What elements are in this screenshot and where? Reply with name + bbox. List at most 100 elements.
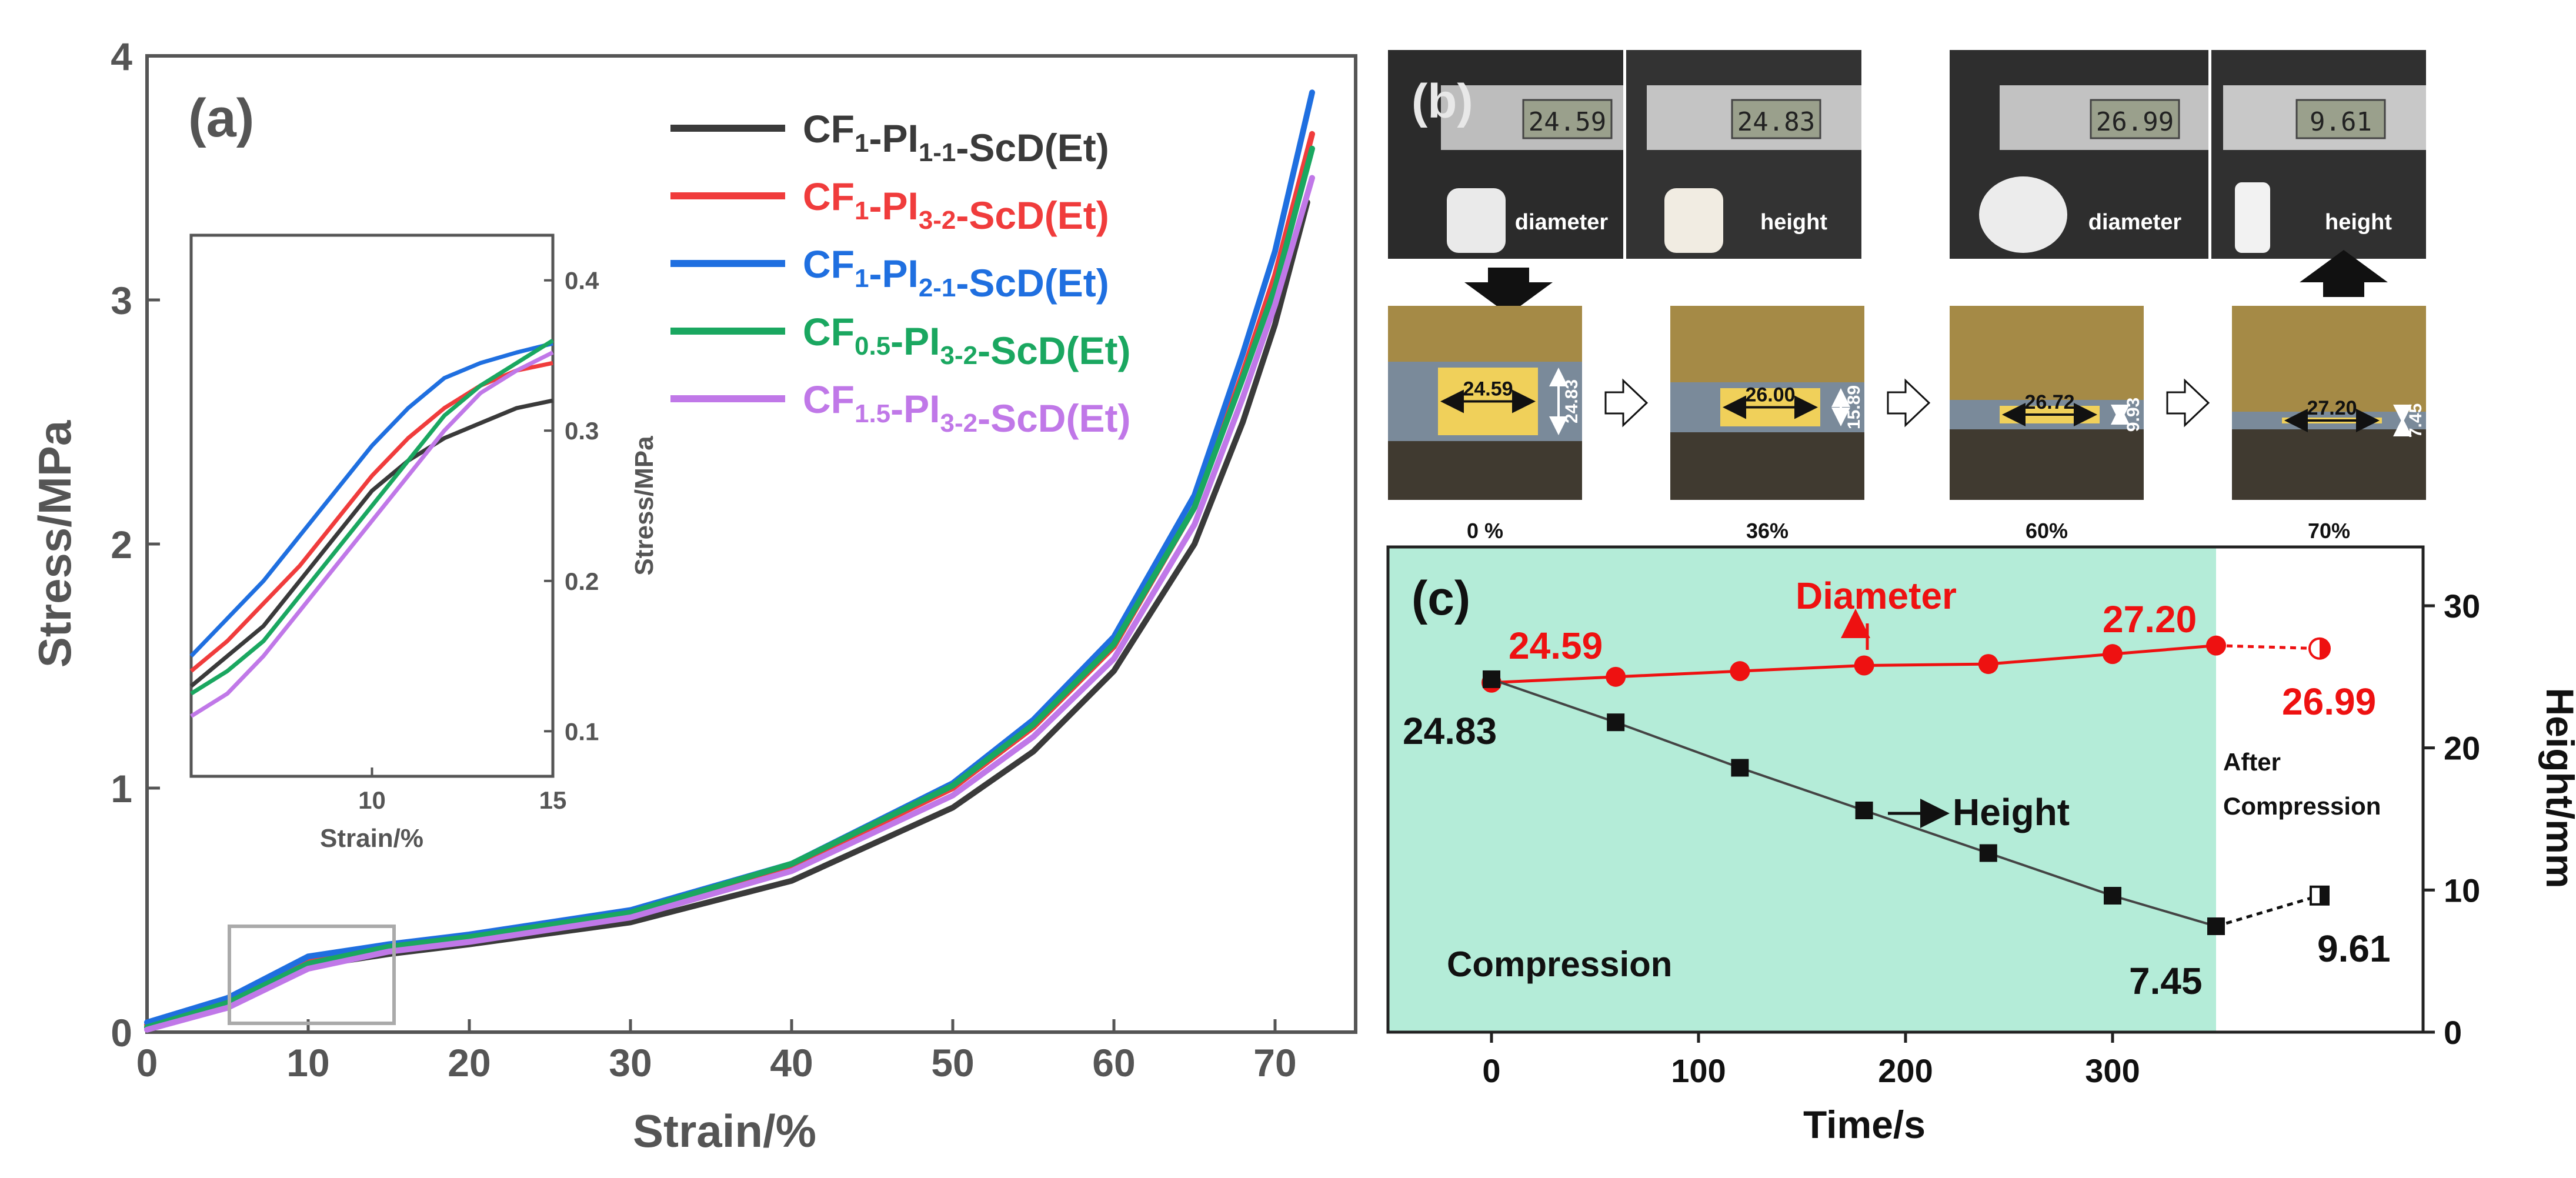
a-x-axis: 0 10 20 30 40 50 60 70 bbox=[136, 1019, 1297, 1084]
a-y-axis-label: Stress/MPa bbox=[29, 420, 81, 668]
legend-label-part: 3-2 bbox=[940, 409, 978, 438]
legend-label-part: -PI bbox=[890, 387, 940, 431]
photo-pair-before: 24.59 24.83 diameter height (b) bbox=[1388, 50, 1861, 259]
upper-platen bbox=[2232, 306, 2426, 412]
legend-label-part: -PI bbox=[869, 116, 918, 160]
diameter-point bbox=[2103, 644, 2123, 665]
inset-y-tick-label: 0.2 bbox=[565, 568, 599, 595]
inset-x-axis-label: Strain/% bbox=[320, 824, 423, 853]
a-x-tick-label: 20 bbox=[448, 1041, 490, 1084]
a-x-axis-label: Strain/% bbox=[633, 1105, 816, 1157]
a-x-tick-label: 70 bbox=[1253, 1041, 1296, 1084]
frame-diameter-value: 24.59 bbox=[1463, 378, 1513, 401]
frame-diameter-value: 26.72 bbox=[2024, 391, 2074, 413]
sample-cylinder bbox=[1664, 188, 1723, 253]
photo-label-diameter: diameter bbox=[2088, 210, 2182, 235]
arrow-down-icon bbox=[1464, 268, 1553, 315]
a-y-axis: 0 1 2 3 4 bbox=[111, 35, 160, 1054]
a-series-line bbox=[144, 175, 1315, 1033]
inset-y-tick-label: 0.1 bbox=[565, 718, 599, 745]
a-series-line bbox=[144, 145, 1315, 1030]
legend-label-part: -ScD(Et) bbox=[956, 126, 1109, 169]
panel-a-label: (a) bbox=[188, 88, 254, 148]
caliper-reading: 24.83 bbox=[1737, 107, 1815, 137]
c-y-tick-label: 0 bbox=[2444, 1014, 2462, 1051]
a-y-tick-label: 4 bbox=[111, 35, 132, 78]
lower-platen bbox=[1950, 429, 2144, 500]
inset-series-group bbox=[189, 338, 554, 718]
height-series-label: Height bbox=[1953, 791, 2070, 833]
c-y-tick-label: 30 bbox=[2444, 588, 2480, 625]
c-x-tick-label: 0 bbox=[1482, 1052, 1500, 1089]
inset-x-axis: 10 15 bbox=[358, 767, 566, 814]
diameter-start-label: 24.59 bbox=[1509, 625, 1603, 667]
next-step-arrow-icon bbox=[2166, 378, 2210, 428]
a-legend: CF1-PI1-1-ScD(Et)CF1-PI3-2-ScD(Et)CF1-PI… bbox=[670, 107, 1130, 440]
diameter-end-label: 27.20 bbox=[2103, 598, 2197, 640]
legend-label-part: 2-1 bbox=[919, 273, 956, 302]
height-point bbox=[1731, 759, 1749, 777]
c-x-tick-label: 300 bbox=[2085, 1052, 2140, 1089]
inset-x-tick-label: 10 bbox=[358, 786, 386, 814]
height-point bbox=[2207, 917, 2225, 935]
diameter-point bbox=[1730, 661, 1750, 682]
frame-height-value: 15.89 bbox=[1844, 385, 1864, 429]
inset-series-line bbox=[189, 398, 553, 688]
caliper-reading: 9.61 bbox=[2310, 107, 2372, 137]
legend-label-part: CF bbox=[803, 310, 855, 353]
height-start-label: 24.83 bbox=[1403, 710, 1497, 752]
legend-label-part: -ScD(Et) bbox=[977, 329, 1130, 372]
lower-platen bbox=[2232, 429, 2426, 500]
panel-b: 24.59 24.83 diameter height (b) 26.99 9.… bbox=[1388, 50, 2426, 543]
lower-platen bbox=[1670, 432, 1864, 500]
legend-label: CF1-PI3-2-ScD(Et) bbox=[803, 175, 1109, 237]
diameter-after-label: 26.99 bbox=[2282, 680, 2376, 723]
strain-percent-label: 60% bbox=[2026, 519, 2068, 543]
legend-label-part: -ScD(Et) bbox=[956, 261, 1109, 305]
a-x-tick-label: 0 bbox=[136, 1041, 158, 1084]
legend-label-part: -PI bbox=[869, 184, 918, 228]
legend-label-part: -PI bbox=[890, 319, 940, 363]
c-y-tick-label: 20 bbox=[2444, 730, 2480, 767]
legend-label-part: 1 bbox=[855, 129, 869, 158]
frame-diameter-value: 26.00 bbox=[1745, 384, 1795, 406]
caliper-display bbox=[1731, 99, 1821, 139]
legend-label-part: CF bbox=[803, 175, 855, 218]
caliper-reading: 24.59 bbox=[1529, 107, 1606, 137]
inset-y-axis-label: Stress/MPa bbox=[630, 436, 659, 576]
height-after-label: 9.61 bbox=[2317, 927, 2391, 970]
diameter-after-line bbox=[2215, 644, 2320, 650]
inset-series-line bbox=[190, 351, 554, 718]
height-after-point-fill bbox=[2320, 886, 2328, 905]
height-end-label: 7.45 bbox=[2129, 960, 2203, 1002]
inset-y-tick-label: 0.4 bbox=[565, 267, 599, 295]
a-series-group bbox=[144, 89, 1315, 1033]
photo-label-diameter: diameter bbox=[1515, 210, 1609, 235]
legend-label-part: 0.5 bbox=[855, 332, 890, 361]
after-compression-label: After bbox=[2223, 748, 2281, 776]
c-series-group: 24.59 27.20 26.99 24.83 7.45 9.61 bbox=[1403, 598, 2391, 1002]
inset-series-line bbox=[189, 361, 553, 673]
a-x-tick-label: 40 bbox=[770, 1041, 813, 1084]
sample-cylinder bbox=[1447, 188, 1506, 253]
photo-label-height: height bbox=[1760, 210, 1827, 235]
a-x-tick-label: 10 bbox=[286, 1041, 329, 1084]
strain-percent-label: 70% bbox=[2308, 519, 2350, 543]
legend-label: CF1-PI1-1-ScD(Et) bbox=[803, 107, 1109, 169]
upper-platen bbox=[1950, 306, 2144, 400]
strain-percent-label: 36% bbox=[1746, 519, 1788, 543]
frame-diameter-value: 27.20 bbox=[2307, 397, 2357, 419]
inset-plot: 0.1 0.2 0.3 0.4 10 15 Strain/% Stress/MPa bbox=[189, 233, 659, 853]
diameter-series-label: Diameter bbox=[1796, 575, 1957, 617]
a-y-tick-label: 3 bbox=[111, 279, 132, 322]
inset-y-axis: 0.1 0.2 0.3 0.4 bbox=[544, 267, 599, 745]
a-y-tick-label: 1 bbox=[111, 767, 132, 810]
caliper-display bbox=[2295, 99, 2386, 139]
inset-x-tick-label: 15 bbox=[539, 786, 567, 814]
frame-height-value: 9.93 bbox=[2124, 398, 2143, 432]
height-point bbox=[1483, 670, 1500, 688]
photo-pair-after: 26.99 9.61 diameter height bbox=[1950, 50, 2426, 259]
frame-height-value: 7.45 bbox=[2406, 403, 2425, 438]
legend-label-part: 3-2 bbox=[940, 341, 978, 370]
next-step-arrow-icon bbox=[1604, 378, 1649, 428]
